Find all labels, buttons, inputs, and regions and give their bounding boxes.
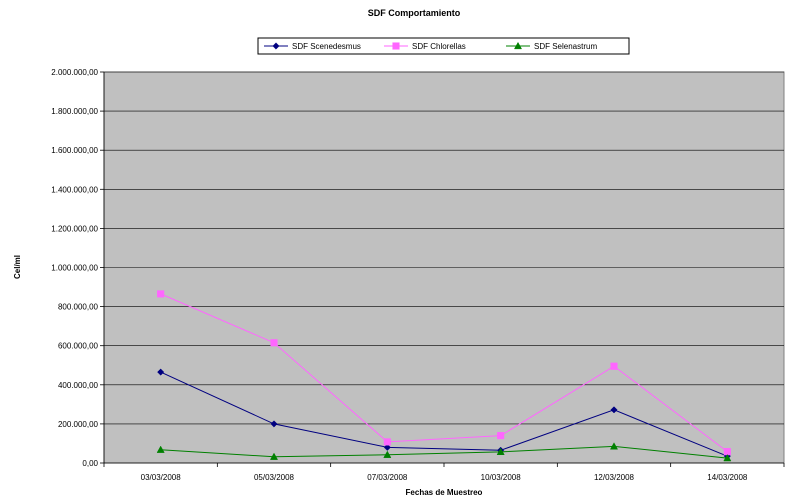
series-1 bbox=[157, 290, 731, 456]
data-point bbox=[383, 438, 391, 446]
y-tick-label: 400.000,00 bbox=[58, 381, 99, 390]
data-point bbox=[496, 447, 505, 455]
y-tick-label: 1.800.000,00 bbox=[51, 107, 98, 116]
data-point bbox=[609, 442, 619, 450]
data-point bbox=[383, 443, 391, 451]
legend-label: SDF Chlorellas bbox=[412, 42, 466, 51]
chart-title: SDF Comportamiento bbox=[368, 8, 461, 18]
legend-label: SDF Selenastrum bbox=[534, 42, 597, 51]
x-axis-title: Fechas de Muestreo bbox=[406, 488, 483, 497]
y-tick-label: 1.600.000,00 bbox=[51, 146, 98, 155]
legend-item: SDF Chlorellas bbox=[384, 42, 466, 51]
y-axis-title: Cel/ml bbox=[13, 255, 22, 279]
data-point bbox=[383, 450, 392, 458]
data-point bbox=[157, 368, 165, 376]
y-tick-label: 1.200.000,00 bbox=[51, 224, 98, 233]
x-axis: 03/03/2008 05/03/2008 07/03/2008 10/03/2008… bbox=[103, 462, 785, 482]
y-tick-label: 1.400.000,00 bbox=[51, 185, 98, 194]
y-tick-label: 200.000,00 bbox=[58, 420, 99, 429]
data-point bbox=[723, 453, 732, 462]
x-tick-label: 14/03/2008 bbox=[707, 473, 748, 482]
legend-marker bbox=[392, 42, 400, 50]
legend-box bbox=[257, 37, 630, 55]
data-point bbox=[497, 432, 505, 440]
y-tick-label: 2.000.000,00 bbox=[51, 68, 98, 77]
y-tick-label: 800.000,00 bbox=[58, 303, 99, 312]
series-2 bbox=[156, 442, 732, 462]
y-tick-label: 0,00 bbox=[82, 459, 98, 468]
data-point bbox=[157, 290, 165, 298]
legend-marker bbox=[513, 41, 523, 50]
data-point bbox=[269, 452, 279, 460]
legend-label: SDF Scenedesmus bbox=[292, 42, 361, 51]
y-axis: 0,00 200.000,00 400.000,00 600.000,00 800.00… bbox=[51, 68, 105, 468]
legend-item: SDF Selenastrum bbox=[506, 41, 597, 51]
x-tick-label: 05/03/2008 bbox=[254, 473, 295, 482]
data-point bbox=[156, 445, 165, 453]
series-line bbox=[160, 371, 728, 457]
data-point bbox=[610, 406, 618, 414]
legend-item: SDF Scenedesmus bbox=[264, 42, 361, 51]
legend-marker bbox=[272, 42, 280, 50]
x-tick-label: 07/03/2008 bbox=[367, 473, 408, 482]
legend: SDF Scenedesmus SDF Chlorellas SDF Selenas… bbox=[257, 37, 630, 55]
y-tick-label: 600.000,00 bbox=[58, 342, 99, 351]
data-point bbox=[270, 339, 278, 347]
data-point bbox=[723, 448, 731, 456]
x-tick-label: 12/03/2008 bbox=[594, 473, 635, 482]
gridlines bbox=[104, 71, 784, 425]
data-point bbox=[270, 420, 278, 428]
x-tick-label: 10/03/2008 bbox=[481, 473, 522, 482]
y-tick-label: 1.000.000,00 bbox=[51, 264, 98, 273]
series-line bbox=[160, 445, 728, 459]
series-layer bbox=[156, 290, 732, 462]
data-point bbox=[610, 362, 618, 370]
series-0 bbox=[157, 368, 731, 460]
series-line bbox=[160, 293, 728, 453]
x-tick-label: 03/03/2008 bbox=[141, 473, 182, 482]
